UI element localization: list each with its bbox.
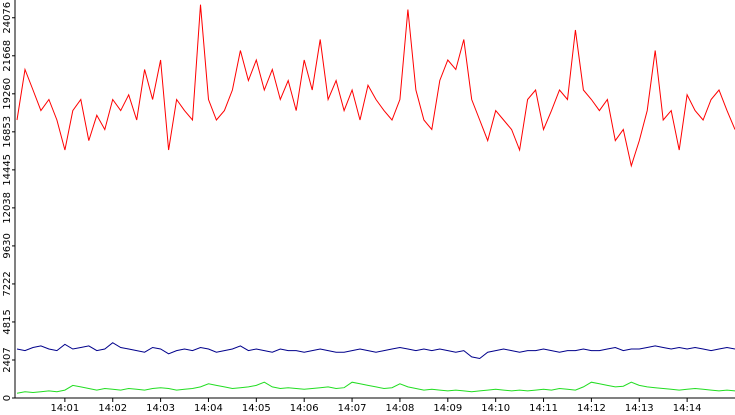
- x-tick-label: 14:09: [433, 403, 462, 414]
- y-tick-label: 9630: [2, 233, 13, 258]
- y-tick-label: 19260: [2, 78, 13, 110]
- y-tick-label: 4815: [2, 309, 13, 334]
- x-tick-label: 14:08: [386, 403, 415, 414]
- y-tick-label: 24076: [2, 2, 13, 34]
- x-tick-label: 14:04: [194, 403, 223, 414]
- x-tick-label: 14:02: [98, 403, 127, 414]
- y-tick-label: 16853: [2, 116, 13, 148]
- x-tick-label: 14:10: [481, 403, 510, 414]
- x-tick-label: 14:14: [673, 403, 702, 414]
- x-tick-label: 14:01: [50, 403, 79, 414]
- y-tick-label: 12038: [2, 192, 13, 224]
- series-line: [16, 381, 735, 394]
- x-tick-label: 14:07: [338, 403, 367, 414]
- x-tick-label: 14:05: [242, 403, 271, 414]
- x-tick-label: 14:03: [146, 403, 175, 414]
- x-tick-label: 14:12: [577, 403, 606, 414]
- x-tick-label: 14:13: [625, 403, 654, 414]
- y-tick-label: 7222: [2, 271, 13, 296]
- series-line: [16, 342, 735, 360]
- series-line: [16, 4, 735, 168]
- y-tick-label: 0: [2, 395, 13, 401]
- y-tick-label: 21668: [2, 40, 13, 72]
- x-tick-label: 14:11: [529, 403, 558, 414]
- y-tick-label: 2407: [2, 347, 13, 372]
- x-tick-label: 14:06: [290, 403, 319, 414]
- y-tick-label: 14445: [2, 154, 13, 186]
